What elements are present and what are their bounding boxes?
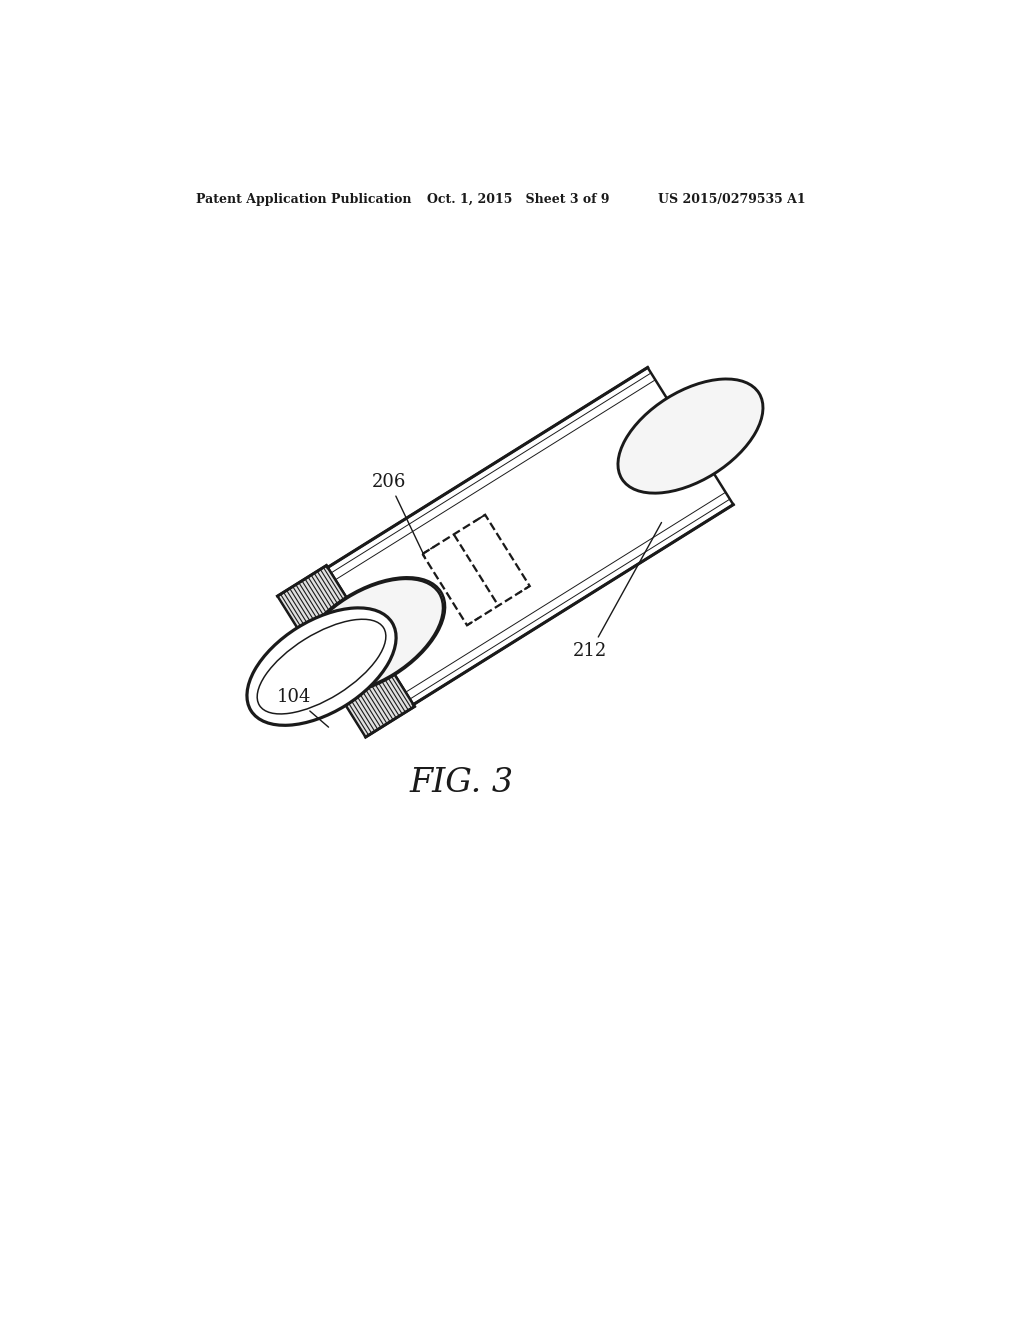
Text: Patent Application Publication: Patent Application Publication (196, 193, 412, 206)
Text: US 2015/0279535 A1: US 2015/0279535 A1 (658, 193, 806, 206)
Ellipse shape (298, 579, 443, 693)
Text: FIG. 3: FIG. 3 (410, 767, 514, 799)
Text: 212: 212 (573, 523, 662, 660)
Ellipse shape (617, 379, 763, 494)
Ellipse shape (298, 579, 443, 693)
Ellipse shape (296, 577, 445, 694)
Polygon shape (278, 565, 415, 737)
Polygon shape (328, 367, 733, 705)
Text: Oct. 1, 2015   Sheet 3 of 9: Oct. 1, 2015 Sheet 3 of 9 (427, 193, 609, 206)
Text: 104: 104 (276, 689, 329, 727)
Text: 206: 206 (372, 473, 425, 557)
Ellipse shape (247, 609, 396, 725)
